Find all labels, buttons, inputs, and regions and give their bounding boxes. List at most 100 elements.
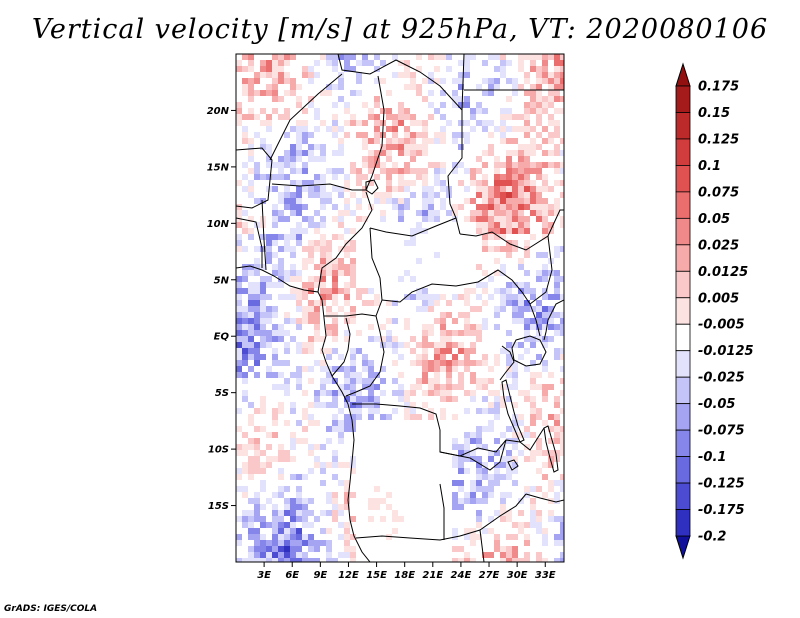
field-cell (458, 84, 464, 90)
field-cell (548, 102, 554, 108)
field-cell (542, 396, 548, 402)
field-cell (458, 462, 464, 468)
field-cell (416, 306, 422, 312)
field-cell (410, 120, 416, 126)
field-cell (506, 222, 512, 228)
field-cell (368, 300, 374, 306)
field-cell (554, 432, 560, 438)
field-cell (242, 186, 248, 192)
field-cell (500, 396, 506, 402)
field-cell (326, 354, 332, 360)
field-cell (440, 162, 446, 168)
field-cell (260, 288, 266, 294)
field-cell (398, 108, 404, 114)
field-cell (428, 384, 434, 390)
field-cell (290, 516, 296, 522)
field-cell (266, 462, 272, 468)
field-cell (350, 114, 356, 120)
field-cell (254, 78, 260, 84)
field-cell (260, 480, 266, 486)
field-cell (404, 144, 410, 150)
field-cell (428, 162, 434, 168)
field-cell (236, 246, 242, 252)
field-cell (548, 384, 554, 390)
field-cell (278, 444, 284, 450)
field-cell (386, 504, 392, 510)
field-cell (542, 462, 548, 468)
field-cell (512, 228, 518, 234)
field-cell (368, 414, 374, 420)
field-cell (440, 126, 446, 132)
field-cell (452, 318, 458, 324)
field-cell (476, 264, 482, 270)
field-cell (554, 492, 560, 498)
field-cell (374, 156, 380, 162)
field-cell (392, 516, 398, 522)
field-cell (506, 246, 512, 252)
field-cell (272, 96, 278, 102)
field-cell (554, 180, 560, 186)
field-cell (542, 528, 548, 534)
field-cell (242, 222, 248, 228)
field-cell (242, 390, 248, 396)
field-cell (362, 402, 368, 408)
field-cell (242, 276, 248, 282)
field-cell (248, 192, 254, 198)
field-cell (506, 294, 512, 300)
field-cell (560, 150, 564, 156)
field-cell (356, 288, 362, 294)
field-cell (236, 66, 242, 72)
field-cell (350, 558, 356, 562)
field-cell (416, 258, 422, 264)
colorbar-top-arrow (675, 62, 691, 87)
field-cell (410, 414, 416, 420)
field-cell (350, 366, 356, 372)
field-cell (488, 456, 494, 462)
field-cell (284, 90, 290, 96)
field-cell (452, 216, 458, 222)
field-cell (278, 522, 284, 528)
field-cell (464, 60, 470, 66)
field-cell (422, 150, 428, 156)
field-cell (452, 162, 458, 168)
lon-tick-label: 24E (451, 570, 472, 581)
field-cell (482, 270, 488, 276)
field-cell (476, 498, 482, 504)
field-cell (320, 480, 326, 486)
field-cell (332, 456, 338, 462)
field-cell (524, 522, 530, 528)
field-cell (518, 294, 524, 300)
field-cell (314, 72, 320, 78)
longitude-axis: 3E 6E 9E 12E 15E 18E 21E 24E 27E 30E 33E (257, 562, 556, 581)
field-cell (248, 312, 254, 318)
field-cell (380, 192, 386, 198)
field-cell (542, 96, 548, 102)
field-cell (494, 246, 500, 252)
field-cell (536, 210, 542, 216)
field-cell (554, 60, 560, 66)
field-cell (560, 516, 564, 522)
field-cell (266, 66, 272, 72)
field-cell (476, 192, 482, 198)
field-cell (284, 552, 290, 558)
field-cell (314, 282, 320, 288)
field-cell (536, 552, 542, 558)
field-cell (374, 408, 380, 414)
field-cell (368, 150, 374, 156)
field-cell (248, 180, 254, 186)
field-cell (434, 78, 440, 84)
field-cell (266, 144, 272, 150)
field-cell (482, 192, 488, 198)
field-cell (410, 138, 416, 144)
field-cell (560, 522, 564, 528)
field-cell (320, 246, 326, 252)
field-cell (422, 354, 428, 360)
field-cell (326, 60, 332, 66)
field-cell (314, 144, 320, 150)
field-cell (560, 390, 564, 396)
field-cell (416, 294, 422, 300)
field-cell (254, 294, 260, 300)
field-cell (458, 180, 464, 186)
field-cell (320, 156, 326, 162)
field-cell (374, 96, 380, 102)
